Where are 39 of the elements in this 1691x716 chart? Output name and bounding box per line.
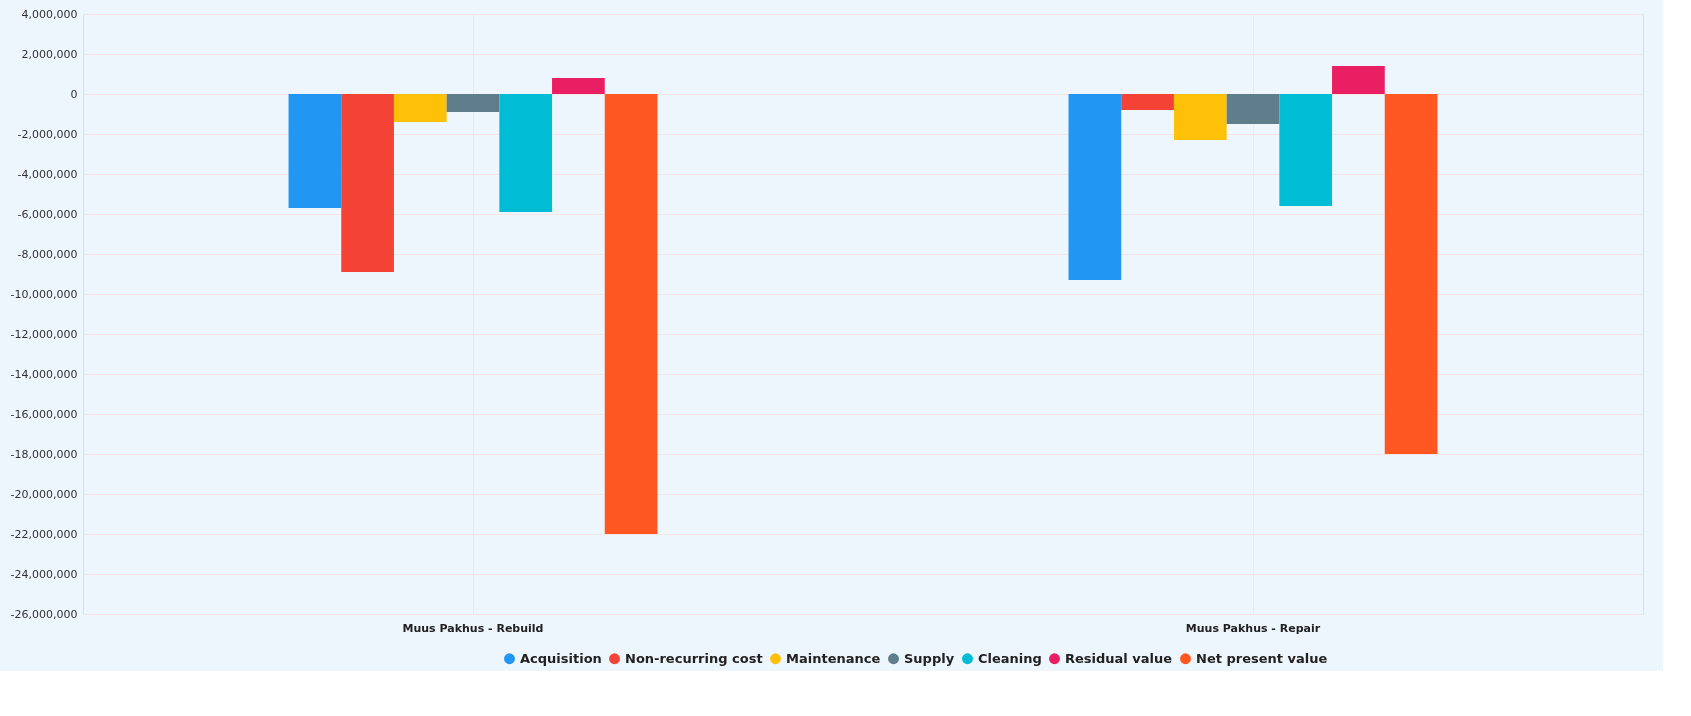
y-tick-label: 4,000,000 [21,7,78,21]
y-tick-label: -12,000,000 [10,327,78,341]
legend-label: Non-recurring cost [625,650,763,666]
legend-label: Residual value [1065,650,1173,666]
bar [1068,94,1122,280]
y-tick-label: -14,000,000 [10,367,78,381]
y-tick-label: 0 [70,87,78,101]
y-tick-label: -8,000,000 [17,247,78,261]
bar [499,94,553,212]
bar [552,78,605,94]
legend-label: Maintenance [786,650,881,666]
bar [1173,94,1227,140]
y-tick-label: -6,000,000 [17,207,78,221]
bar [288,94,342,208]
y-tick-label: -20,000,000 [10,487,78,501]
y-tick-label: -16,000,000 [10,407,78,421]
y-tick-label: -10,000,000 [10,287,78,301]
y-tick-label: 2,000,000 [21,47,78,61]
bar [1226,94,1280,124]
y-tick-label: -24,000,000 [10,567,78,581]
bar [341,94,394,272]
bar [393,94,447,122]
bar [1121,94,1174,110]
y-tick-label: -2,000,000 [17,127,78,141]
bar [446,94,500,112]
y-tick-label: -22,000,000 [10,527,78,541]
bar [1332,66,1385,94]
y-tick-label: -18,000,000 [10,447,78,461]
y-tick-label: -26,000,000 [10,607,78,621]
legend-label: Cleaning [978,650,1042,666]
bar [1279,94,1333,206]
bar [1384,94,1438,454]
legend-label: Net present value [1196,650,1328,666]
x-tick-label: Muus Pakhus - Repair [1185,621,1321,635]
legend-label: Supply [904,650,955,666]
x-tick-label: Muus Pakhus - Rebuild [402,621,544,635]
y-tick-label: -4,000,000 [17,167,78,181]
legend-label: Acquisition [520,650,602,666]
bar [604,94,658,534]
